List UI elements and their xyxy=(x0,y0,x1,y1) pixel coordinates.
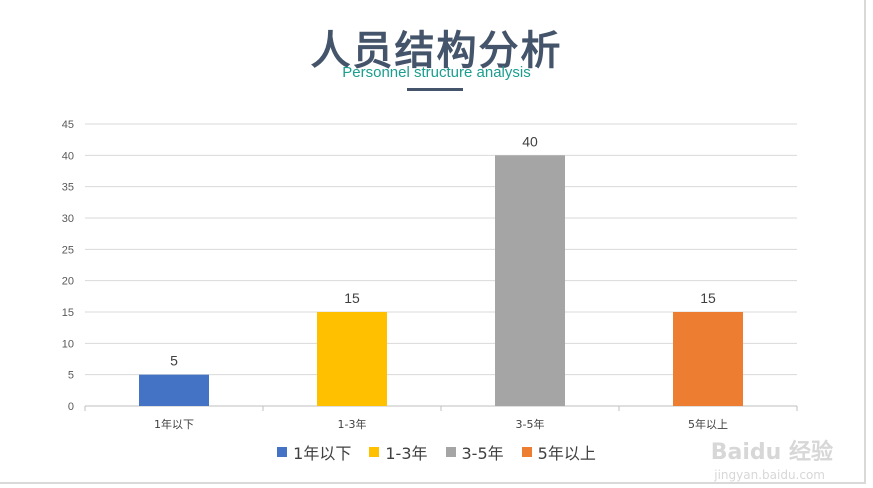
data-label: 40 xyxy=(522,133,538,149)
legend-label: 1-3年 xyxy=(385,444,428,463)
x-tick-labels: 1年以下 1-3年 3-5年 5年以上 xyxy=(154,417,728,431)
watermark-logo: Baidu 经验 xyxy=(710,440,833,465)
y-tick-label: 5 xyxy=(68,370,74,382)
legend-item: 1年以下 xyxy=(277,440,351,464)
y-tick-label: 35 xyxy=(62,182,74,194)
data-labels: 5 15 40 15 xyxy=(170,133,716,368)
data-label: 15 xyxy=(700,290,716,306)
chart-title: 人员结构分析 xyxy=(310,28,563,74)
y-tick-label: 30 xyxy=(62,213,74,225)
data-label: 5 xyxy=(170,353,178,369)
title-underline xyxy=(407,88,463,91)
y-tick-labels: 0 5 10 15 20 25 30 35 40 45 xyxy=(62,119,74,413)
x-tick-label: 1-3年 xyxy=(338,417,367,431)
legend-item: 1-3年 xyxy=(369,440,428,464)
y-tick-label: 20 xyxy=(62,276,74,288)
legend-label: 1年以下 xyxy=(293,444,352,463)
legend-label: 3-5年 xyxy=(461,444,504,463)
data-label: 15 xyxy=(344,290,360,306)
chart-subtitle: Personnel structure analysis xyxy=(342,64,531,81)
legend-swatch xyxy=(521,447,532,457)
bars xyxy=(139,155,743,406)
y-tick-label: 25 xyxy=(62,244,74,256)
legend-label: 5年以上 xyxy=(537,444,596,463)
y-tick-label: 0 xyxy=(68,401,74,413)
y-tick-label: 10 xyxy=(62,338,74,350)
y-tick-label: 40 xyxy=(62,150,74,162)
legend-item: 3-5年 xyxy=(445,440,504,464)
legend-swatch xyxy=(369,447,380,457)
x-tick-label: 3-5年 xyxy=(516,417,545,431)
watermark-url: jingyan.baidu.com xyxy=(714,468,825,482)
x-tick-label: 5年以上 xyxy=(688,417,728,431)
x-tick-label: 1年以下 xyxy=(154,417,194,431)
bar xyxy=(495,155,565,406)
legend-swatch xyxy=(277,447,288,457)
legend: 1年以下 1-3年 3-5年 5年以上 xyxy=(0,440,873,464)
bar xyxy=(673,312,743,406)
legend-item: 5年以上 xyxy=(521,440,596,464)
legend-swatch xyxy=(445,447,456,457)
bar xyxy=(139,374,209,406)
bar xyxy=(317,312,387,406)
y-tick-label: 45 xyxy=(62,119,74,131)
y-tick-label: 15 xyxy=(62,307,74,319)
